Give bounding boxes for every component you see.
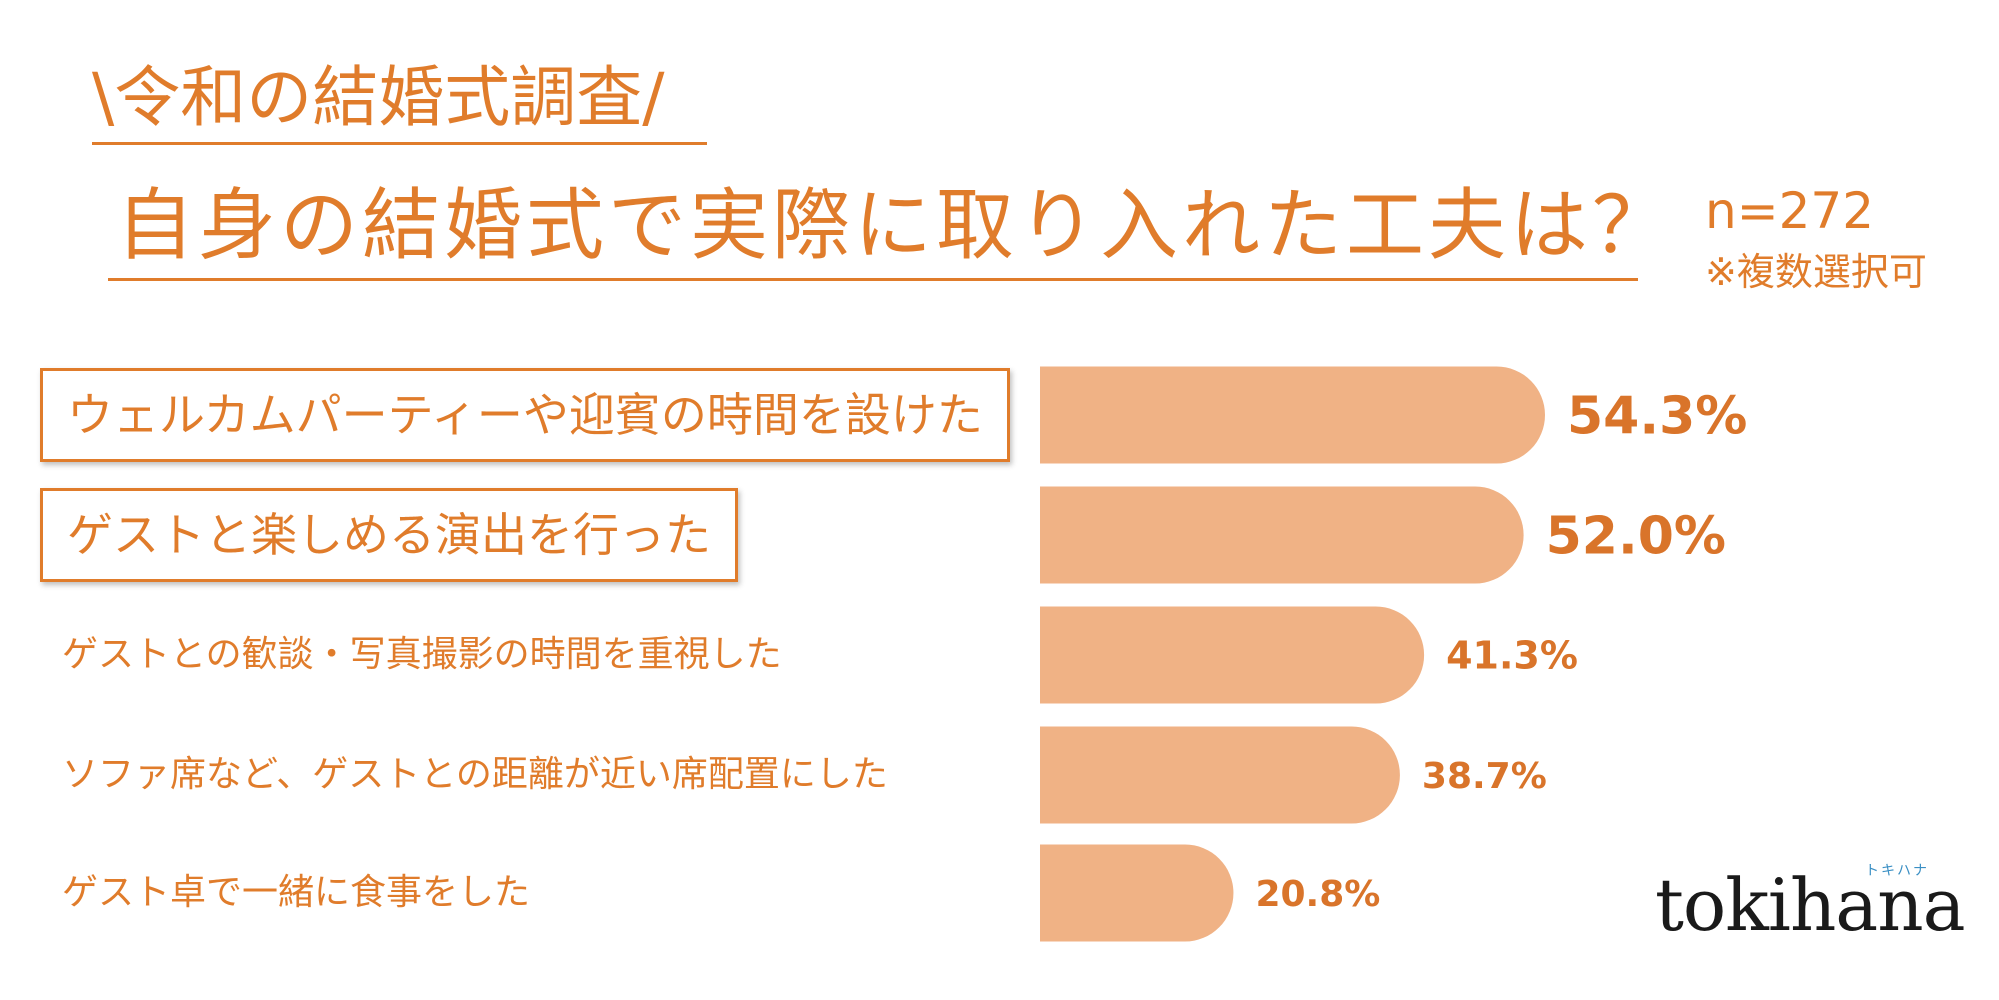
subtitle: \令和の結婚式調査/	[92, 59, 665, 136]
bar	[1040, 844, 1234, 942]
value-label: 52.0%	[1546, 507, 1726, 567]
chart-title: 自身の結婚式で実際に取り入れた工夫は？	[116, 181, 1675, 271]
category-label: ソファ席など、ゲストとの距離が近い席配置にした	[62, 754, 888, 795]
value-label: 38.7%	[1422, 756, 1547, 797]
category-label: ゲストとの歓談・写真撮影の時間を重視した	[62, 634, 782, 675]
value-label: 54.3%	[1567, 387, 1747, 447]
value-label: 20.8%	[1255, 874, 1380, 915]
bar	[1040, 486, 1524, 584]
category-label: ゲストと楽しめる演出を行った	[40, 488, 738, 582]
category-label: ウェルカムパーティーや迎賓の時間を設けた	[40, 368, 1010, 462]
category-label: ゲスト卓で一緒に食事をした	[62, 872, 531, 913]
logo-kana: トキハナ	[1865, 863, 1929, 879]
subtitle-box: \令和の結婚式調査/	[92, 52, 707, 145]
tokihana-logo: tokihana	[1655, 863, 1966, 947]
sample-size: n=272	[1705, 182, 1875, 240]
bar	[1040, 606, 1425, 704]
title-box: 自身の結婚式で実際に取り入れた工夫は？	[108, 178, 1670, 281]
bar	[1040, 726, 1400, 824]
value-label: 41.3%	[1446, 634, 1578, 678]
bar	[1040, 366, 1545, 464]
multi-select-note: ※複数選択可	[1705, 250, 1927, 294]
